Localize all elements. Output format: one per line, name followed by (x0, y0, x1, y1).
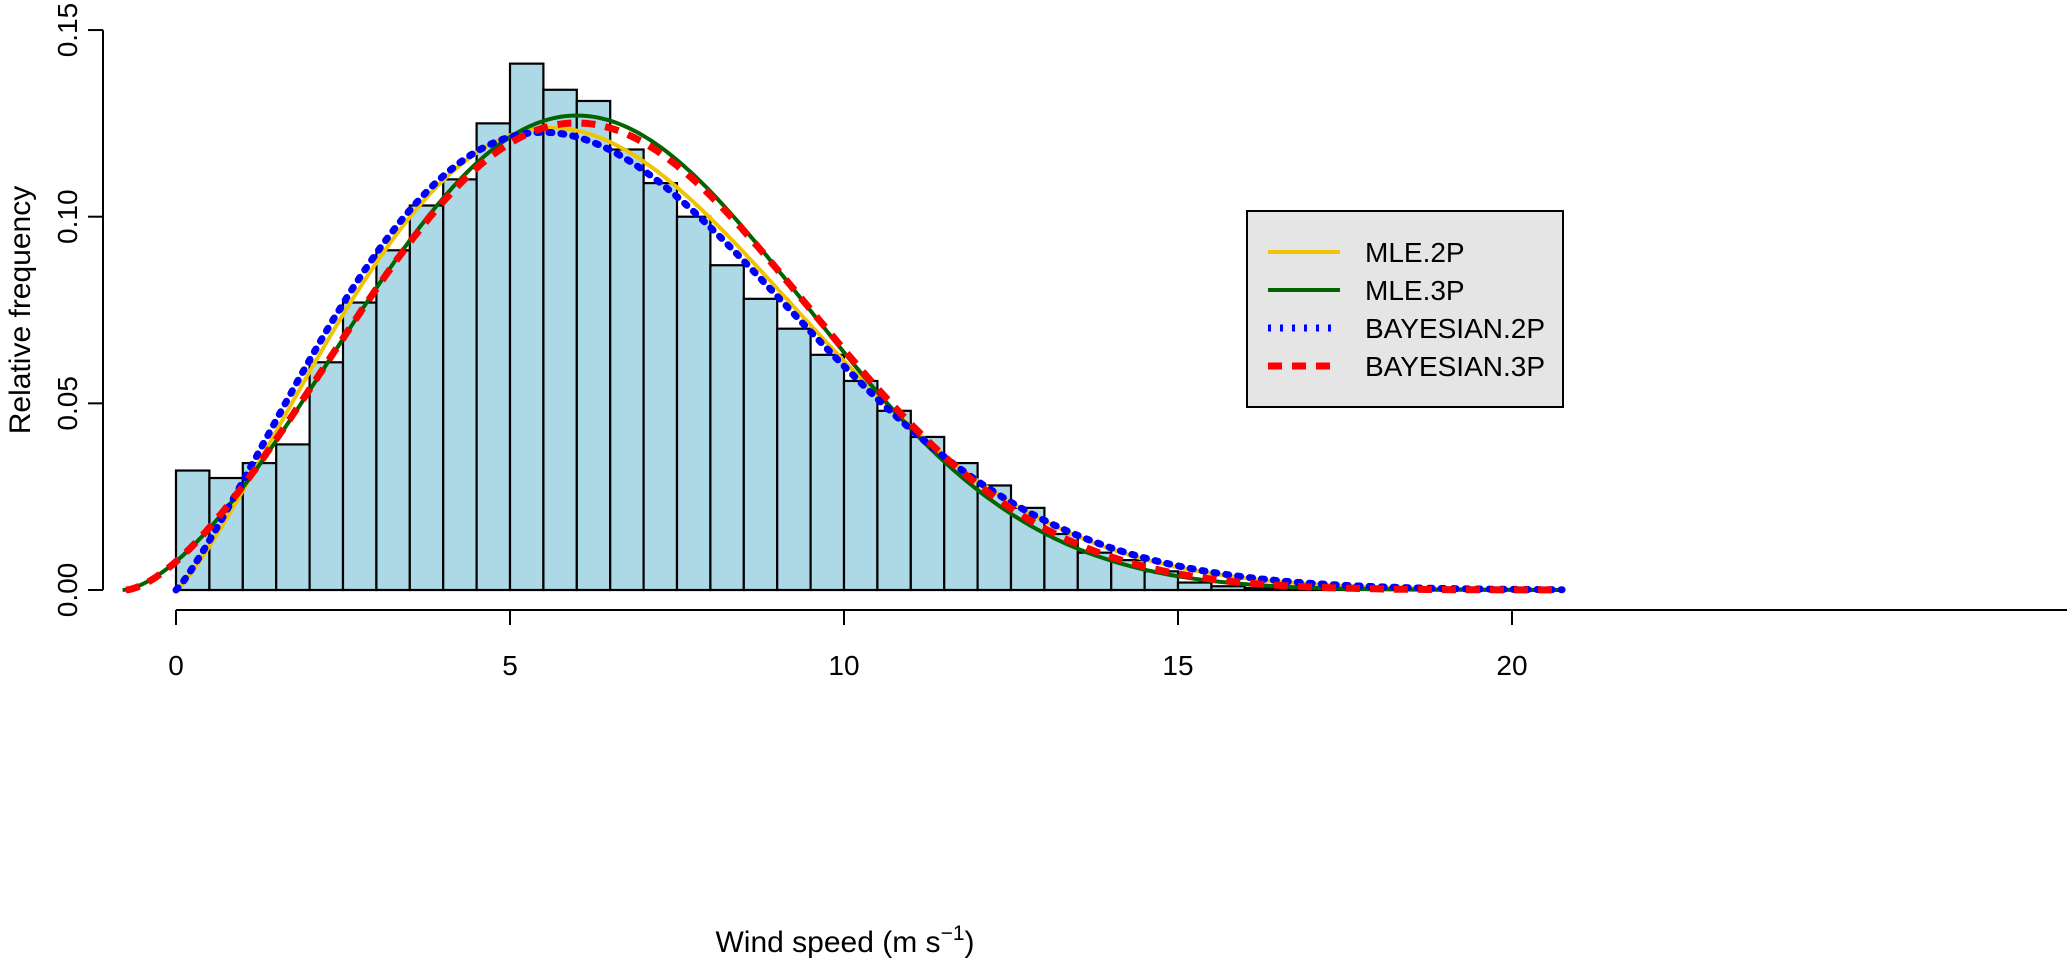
x-axis-label: Wind speed (m s−1) (715, 922, 974, 959)
y-tick-label: 0.15 (52, 3, 83, 58)
y-axis-label: Relative frequency (4, 186, 37, 434)
x-tick-label: 20 (1496, 650, 1527, 681)
histogram-bar (543, 90, 576, 590)
histogram-bar (410, 206, 443, 590)
histogram-bar (1178, 583, 1211, 590)
x-tick-label: 5 (502, 650, 518, 681)
histogram-bar (343, 303, 376, 590)
histogram-bar (276, 444, 309, 590)
y-tick-label: 0.05 (52, 376, 83, 431)
histogram-bar (777, 329, 810, 590)
histogram-bar (911, 437, 944, 590)
y-tick-label: 0.00 (52, 563, 83, 618)
histogram-bar (1245, 588, 1278, 590)
histogram-bar (744, 299, 777, 590)
legend-label: BAYESIAN.3P (1365, 351, 1545, 382)
y-axis: 0.00 0.05 0.10 0.15 (52, 3, 103, 617)
histogram-bar (310, 362, 343, 590)
x-axis-label-superscript: −1 (941, 922, 965, 945)
histogram-bar (610, 150, 643, 590)
y-tick-label: 0.10 (52, 189, 83, 244)
histogram-bar (477, 123, 510, 590)
x-axis-label-main: Wind speed (m s (715, 926, 940, 959)
x-tick-label: 10 (828, 650, 859, 681)
histogram-bar (677, 217, 710, 590)
histogram-bar (710, 265, 743, 590)
legend-label: MLE.3P (1365, 275, 1465, 306)
x-tick-label: 15 (1162, 650, 1193, 681)
histogram-bar (376, 250, 409, 590)
histogram-bar (577, 101, 610, 590)
x-tick-label: 0 (168, 650, 184, 681)
legend-label: BAYESIAN.2P (1365, 313, 1545, 344)
histogram-bar (877, 411, 910, 590)
x-axis: 0 5 10 15 20 (168, 610, 2067, 681)
legend: MLE.2P MLE.3P BAYESIAN.2P BAYESIAN.3P (1247, 211, 1563, 407)
histogram-bar (844, 381, 877, 590)
histogram-bar (1211, 586, 1244, 590)
legend-label: MLE.2P (1365, 237, 1465, 268)
histogram-bar (811, 355, 844, 590)
histogram-bar (644, 183, 677, 590)
histogram-bar (443, 179, 476, 590)
x-axis-label-close: ) (965, 926, 975, 959)
